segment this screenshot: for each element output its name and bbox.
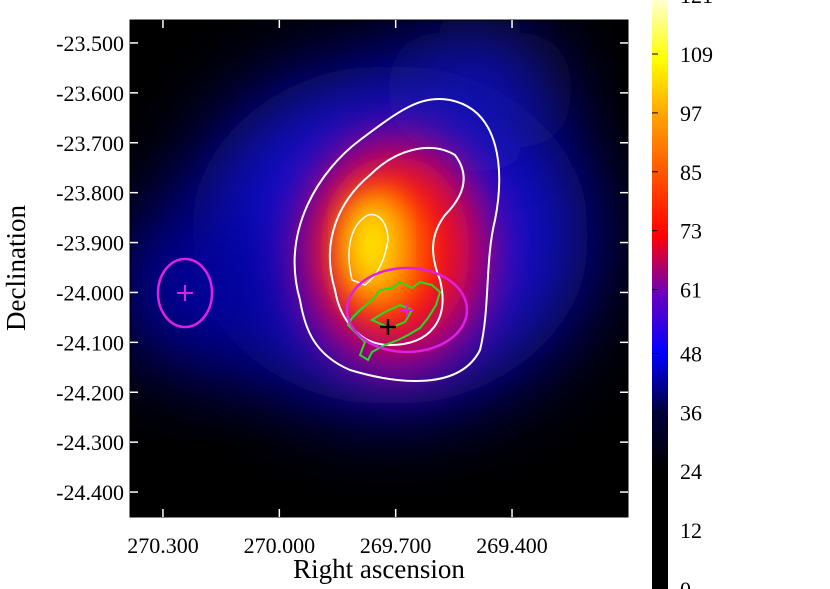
y-tick-label: -24.300 [56,430,124,455]
x-tick-label: 270.000 [244,533,316,558]
colorbar-tick-label: 36 [680,400,702,425]
colorbar-tick-label: 85 [680,160,702,185]
y-tick-label: -23.700 [56,131,124,156]
y-tick-label: -24.400 [56,480,124,505]
x-tick-label: 270.300 [127,533,199,558]
colorbar-tick-label: 48 [680,341,702,366]
colorbar-tick-label: 109 [680,42,713,67]
x-tick-label: 269.400 [476,533,548,558]
colorbar-tick-label: 24 [680,459,702,484]
y-tick-label: -23.500 [56,31,124,56]
y-axis-title: Declination [1,205,31,331]
y-tick-label: -24.000 [56,280,124,305]
sky-map [130,20,628,517]
colorbar-tick-label: 61 [680,278,702,303]
colorbar-tick-label: 0 [680,577,691,589]
x-tick-label: 269.700 [360,533,432,558]
colorbar-tick-label: 73 [680,219,702,244]
plot-frame [129,19,629,518]
colorbar-tick-label: 97 [680,101,702,126]
x-axis-title: Right ascension [293,554,465,584]
y-tick-label: -24.200 [56,380,124,405]
colorbar [652,0,668,589]
y-tick-label: -23.600 [56,81,124,106]
y-tick-label: -23.900 [56,231,124,256]
colorbar-tick-label: 12 [680,518,702,543]
y-tick-label: -23.800 [56,181,124,206]
y-tick-label: -24.100 [56,330,124,355]
colorbar-tick-label: 121 [680,0,713,8]
